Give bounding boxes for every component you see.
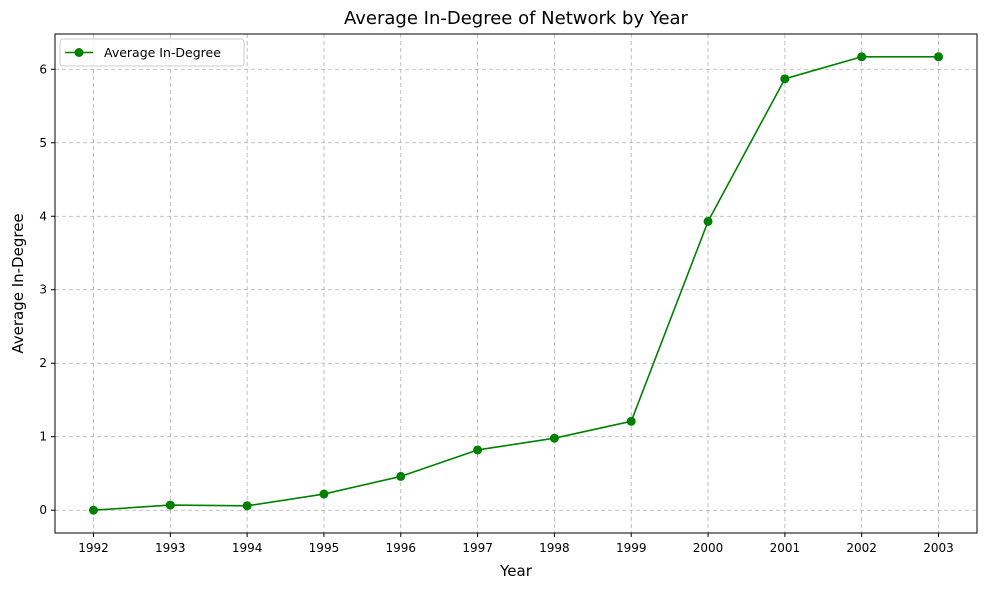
series-layer — [89, 52, 943, 515]
data-point — [396, 471, 406, 481]
y-tick-label: 1 — [39, 430, 47, 444]
x-axis: 1992 1993 1994 1995 1996 1997 1998 1999 2000 2001… — [78, 533, 954, 555]
x-axis-title: Year — [499, 562, 533, 580]
data-point — [934, 52, 943, 62]
x-tick-label: 2001 — [770, 541, 801, 555]
data-point — [89, 505, 98, 515]
data-point — [242, 501, 252, 511]
x-tick-label: 1993 — [155, 541, 186, 555]
legend-label: Average In-Degree — [104, 45, 221, 60]
plot-frame — [54, 33, 978, 534]
x-tick-label: 1996 — [385, 541, 416, 555]
legend-box — [59, 38, 245, 67]
x-tick-label: 1994 — [232, 541, 263, 555]
data-point — [473, 445, 483, 455]
data-point — [857, 52, 867, 62]
y-tick-label: 6 — [39, 62, 47, 76]
data-point — [626, 416, 636, 426]
x-tick-label: 1999 — [616, 541, 647, 555]
x-tick-label: 1995 — [309, 541, 340, 555]
y-tick-label: 5 — [39, 136, 47, 150]
y-axis: 0 1 2 3 4 5 6 — [39, 62, 55, 517]
x-tick-label: 2003 — [923, 541, 954, 555]
data-point — [165, 500, 175, 510]
y-tick-label: 4 — [39, 209, 47, 223]
x-tick-label: 1998 — [539, 541, 570, 555]
y-tick-label: 3 — [39, 283, 47, 297]
y-tick-label: 0 — [39, 503, 47, 517]
data-point — [780, 74, 790, 84]
x-tick-label: 2002 — [846, 541, 877, 555]
chart-title: Average In-Degree of Network by Year — [344, 8, 689, 29]
data-point — [549, 433, 559, 443]
data-point — [703, 216, 713, 226]
data-point — [319, 489, 329, 499]
legend-marker-swatch — [74, 48, 84, 57]
x-tick-label: 2000 — [693, 541, 724, 555]
y-tick-label: 2 — [39, 356, 47, 370]
x-tick-label: 1992 — [78, 541, 109, 555]
x-tick-label: 1997 — [462, 541, 493, 555]
series-line — [93, 55, 939, 512]
y-axis-title: Average In-Degree — [9, 213, 27, 353]
legend: Average In-Degree — [59, 38, 245, 67]
